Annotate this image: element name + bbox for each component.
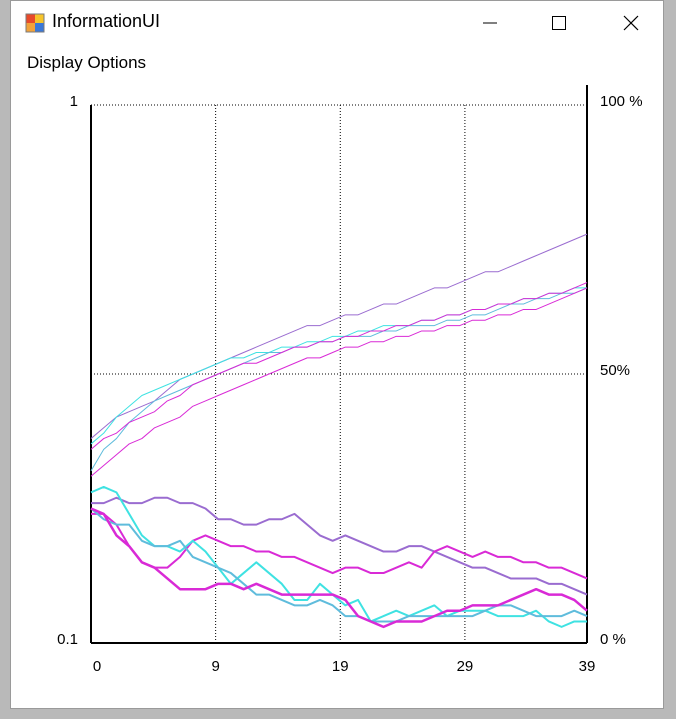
left-axis-label-bottom: 0.1 bbox=[57, 631, 78, 648]
maximize-button[interactable] bbox=[536, 1, 582, 45]
right-axis-label: 100 % bbox=[600, 93, 643, 110]
x-tick-label: 39 bbox=[579, 658, 596, 675]
title-bar[interactable]: InformationUI bbox=[11, 1, 663, 45]
left-axis-label-top: 1 bbox=[70, 93, 78, 110]
app-icon bbox=[25, 13, 45, 33]
series-line bbox=[90, 287, 587, 445]
x-tick-label: 0 bbox=[93, 658, 101, 675]
minimize-icon bbox=[483, 22, 497, 24]
menu-display-options[interactable]: Display Options bbox=[27, 53, 147, 72]
series-line bbox=[90, 507, 588, 629]
series-line bbox=[91, 512, 588, 580]
close-icon bbox=[623, 15, 639, 31]
right-axis-label: 50% bbox=[600, 362, 630, 379]
series-line bbox=[90, 282, 588, 450]
series-line bbox=[90, 287, 588, 477]
window-title: InformationUI bbox=[52, 11, 161, 31]
maximize-icon bbox=[552, 16, 566, 30]
series-line bbox=[91, 496, 588, 596]
app-window: InformationUI Display Options bbox=[10, 0, 664, 709]
series-line bbox=[90, 287, 588, 472]
x-tick-label: 9 bbox=[211, 658, 219, 675]
series-line bbox=[90, 233, 588, 439]
minimize-button[interactable] bbox=[467, 1, 513, 45]
x-tick-label: 29 bbox=[457, 658, 474, 675]
right-axis-label: 0 % bbox=[600, 631, 626, 648]
series-line bbox=[90, 507, 588, 623]
close-button[interactable] bbox=[608, 1, 654, 45]
x-tick-label: 19 bbox=[332, 658, 349, 675]
series-line bbox=[90, 485, 587, 628]
